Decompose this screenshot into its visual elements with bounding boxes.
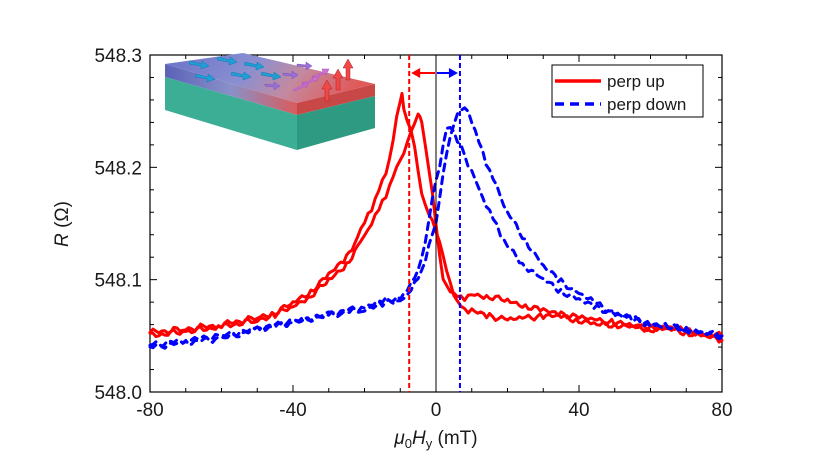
series-line-perp-up-branch-2: [148, 112, 724, 344]
inset-illustration: [165, 53, 375, 150]
x-tick-label: 80: [711, 400, 732, 421]
legend: perp up perp down: [551, 64, 704, 118]
arrow-icon: [216, 56, 238, 66]
x-axis-title-prefix: μ: [393, 428, 405, 449]
legend-label-perp-down: perp down: [607, 95, 686, 114]
x-tick-label: -80: [136, 400, 163, 421]
x-axis-title-prefix-sub: 0: [405, 436, 412, 451]
arrow-icon: [188, 60, 210, 70]
inset-substrate-right: [297, 96, 375, 150]
arrow-icon: [260, 71, 282, 81]
x-tick-label: 0: [431, 400, 442, 421]
y-axis-title-unit: (Ω): [52, 201, 73, 233]
inset-perpendicular-arrows: [321, 58, 354, 102]
annotation-layer: [408, 55, 461, 392]
arrow-icon: [230, 71, 252, 81]
y-axis-title: R (Ω): [52, 201, 73, 247]
legend-label-perp-up: perp up: [607, 72, 665, 91]
arrow-icon: [282, 70, 299, 80]
arrow-icon: [321, 79, 333, 102]
x-axis-title: μ0Hy (mT): [393, 428, 477, 451]
y-tick-label: 548.3: [94, 46, 142, 67]
arrow-icon: [243, 61, 265, 71]
x-axis-title-main-sub: y: [426, 436, 433, 451]
y-tick-label: 548.1: [94, 271, 142, 292]
arrow-icon: [332, 68, 344, 91]
inset-wall-arrows: [264, 61, 313, 91]
x-tick-label: -40: [279, 400, 306, 421]
arrow-icon: [194, 73, 216, 83]
axis-ticks: [149, 54, 723, 393]
arrow-icon: [342, 58, 354, 81]
arrow-left-icon: [411, 68, 421, 78]
inset-slab-top: [165, 53, 375, 103]
series-line-perp-down-branch-2: [148, 126, 724, 349]
series-layer: [148, 91, 724, 350]
arrow-right-icon: [448, 68, 458, 78]
y-axis-title-main: R: [52, 233, 73, 247]
y-tick-label: 548.2: [94, 158, 142, 179]
y-tick-label: 548.0: [94, 383, 142, 404]
x-axis-title-unit: (mT): [432, 428, 477, 449]
x-tick-label: 40: [568, 400, 589, 421]
inset-canted-arrows: [292, 68, 330, 92]
axis-tick-labels: -80 -40 0 40 80 548.0 548.1 548.2 548.3: [94, 46, 732, 421]
inset-slab-right-top: [297, 84, 375, 115]
inset-substrate-front: [165, 77, 297, 150]
arrow-icon: [312, 68, 330, 79]
legend-box: [551, 64, 704, 118]
arrow-icon: [264, 81, 281, 91]
x-axis-title-main: H: [412, 428, 426, 449]
arrow-icon: [296, 61, 313, 71]
inset-in-plane-arrows: [188, 56, 282, 83]
